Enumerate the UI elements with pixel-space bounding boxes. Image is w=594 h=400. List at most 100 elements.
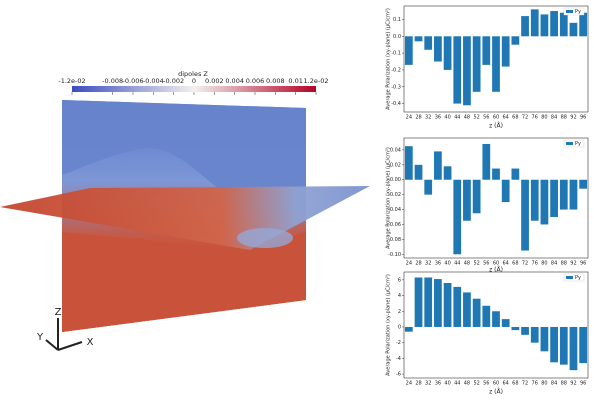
x-tick-label: 84 xyxy=(551,261,557,267)
x-tick-label: 56 xyxy=(483,381,489,387)
bar xyxy=(414,277,423,327)
lower-slice xyxy=(62,232,306,332)
y-tick-label: 0.04 xyxy=(390,147,401,153)
axis-x-label: X xyxy=(87,337,94,348)
bar xyxy=(501,179,510,203)
bar xyxy=(530,179,539,221)
bar xyxy=(492,168,500,180)
x-tick-label: 32 xyxy=(425,381,431,387)
colorbar-tick-label: 0.008 xyxy=(266,77,285,85)
x-tick-label: 80 xyxy=(541,381,547,387)
bar xyxy=(511,326,520,331)
x-tick-label: 84 xyxy=(551,115,557,121)
x-tick-label: 28 xyxy=(415,261,421,267)
y-tick-label: -0.06 xyxy=(388,222,401,228)
colorbar-tick-label: 0.004 xyxy=(225,77,244,85)
x-tick-label: 64 xyxy=(502,381,508,387)
legend-swatch xyxy=(566,276,573,279)
axis-z-label: Z xyxy=(55,307,62,318)
colorbar-tick-label: -0.002 xyxy=(163,77,184,85)
x-tick-label: 48 xyxy=(464,261,470,267)
bar xyxy=(453,179,462,255)
y-tick-label: -0.1 xyxy=(391,51,401,57)
bar xyxy=(414,36,423,42)
x-tick-label: 52 xyxy=(473,115,479,121)
y-tick-label: -0.02 xyxy=(388,192,401,198)
y-tick-label: -2 xyxy=(396,340,401,346)
colorbar-tick-label: 0.006 xyxy=(246,77,265,85)
colorbar: dipoles Z -1.2e-02 -0.008 -0.006 -0.004 -0.0… xyxy=(58,70,328,95)
x-tick-label: 52 xyxy=(473,381,479,387)
x-tick-label: 68 xyxy=(512,261,518,267)
bar xyxy=(434,36,442,62)
y-tick-label: -6 xyxy=(396,372,401,378)
bar xyxy=(414,164,423,180)
x-tick-label: 88 xyxy=(561,381,567,387)
x-tick-label: 40 xyxy=(444,261,450,267)
x-tick-label: 32 xyxy=(425,261,431,267)
bar xyxy=(404,36,413,65)
x-axis-label: z (Å) xyxy=(489,123,503,130)
y-tick-label: -0.4 xyxy=(391,101,401,107)
y-tick-label: 6 xyxy=(398,277,401,283)
bar xyxy=(453,36,462,104)
bar xyxy=(559,12,568,37)
colorbar-tick-label: -1.2e-02 xyxy=(58,77,85,85)
plot-frame xyxy=(403,137,589,259)
y-tick-label: -4 xyxy=(396,356,401,362)
bar xyxy=(463,292,471,327)
bar xyxy=(463,179,471,221)
x-tick-label: 72 xyxy=(522,115,528,121)
bar xyxy=(472,36,481,92)
x-tick-label: 60 xyxy=(493,381,499,387)
x-tick-label: 72 xyxy=(522,381,528,387)
x-axis xyxy=(57,341,83,351)
bar xyxy=(569,326,578,371)
x-tick-label: 96 xyxy=(580,381,586,387)
x-tick-label: 24 xyxy=(406,381,412,387)
x-tick-label: 96 xyxy=(580,115,586,121)
x-tick-label: 64 xyxy=(502,261,508,267)
x-tick-label: 56 xyxy=(483,115,489,121)
x-tick-label: 76 xyxy=(532,261,538,267)
colorbar-gradient xyxy=(72,86,316,92)
x-tick-label: 76 xyxy=(532,381,538,387)
colorbar-tick-label: -0.008 xyxy=(102,77,123,85)
y-axis-label: Average Polarization (xy-plane) (μC/cm²) xyxy=(386,8,392,110)
y-tick-label: -0.10 xyxy=(388,252,401,258)
x-tick-label: 32 xyxy=(425,115,431,121)
bar xyxy=(434,151,442,180)
bar xyxy=(559,179,568,210)
bar xyxy=(443,282,452,327)
axis-triad xyxy=(45,318,83,351)
bar xyxy=(424,277,433,327)
x-tick-label: 44 xyxy=(454,115,460,121)
bar xyxy=(501,36,510,67)
y-tick-label: 4 xyxy=(398,293,401,299)
colorbar-tick-label: 0 xyxy=(192,77,196,85)
axis-y-label: Y xyxy=(36,332,44,343)
bar xyxy=(424,179,433,195)
x-tick-label: 80 xyxy=(541,261,547,267)
render-3d: Z Y X xyxy=(0,100,370,351)
bar xyxy=(453,286,462,327)
x-tick-label: 72 xyxy=(522,261,528,267)
x-tick-label: 40 xyxy=(444,381,450,387)
x-tick-label: 48 xyxy=(464,381,470,387)
bar xyxy=(569,179,578,210)
y-axis xyxy=(45,339,59,351)
bar xyxy=(540,326,549,352)
y-axis-label: Average Polarization (xy-plane) (μC/cm²) xyxy=(386,147,392,249)
plot-frame xyxy=(403,271,589,379)
y-tick-label: 0.1 xyxy=(393,17,401,23)
x-tick-label: 92 xyxy=(570,115,576,121)
bar xyxy=(482,305,491,327)
x-tick-label: 92 xyxy=(570,261,576,267)
x-tick-label: 40 xyxy=(444,115,450,121)
bar xyxy=(530,9,539,37)
x-tick-label: 56 xyxy=(483,261,489,267)
legend-box xyxy=(563,139,585,148)
bar xyxy=(482,143,491,180)
x-tick-label: 36 xyxy=(435,381,441,387)
y-tick-label: -0.2 xyxy=(391,67,401,73)
